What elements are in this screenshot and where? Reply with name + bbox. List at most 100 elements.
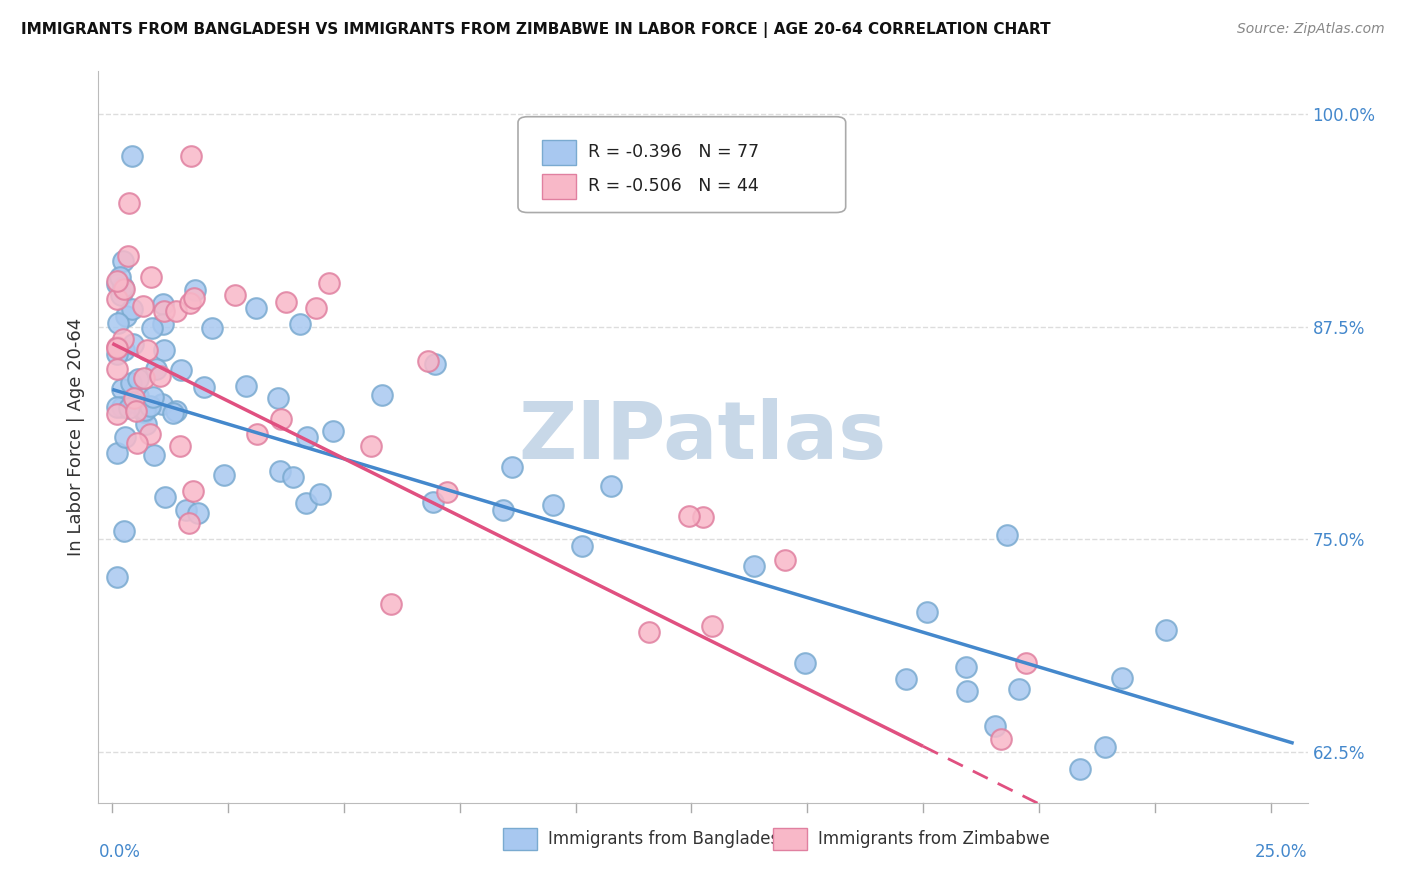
Point (108, 270, 131, 285)
Point (501, 459, 523, 474)
Point (180, 149, 202, 163)
Point (145, 362, 167, 376)
Text: 25.0%: 25.0% (1256, 843, 1308, 861)
Point (134, 403, 156, 417)
Point (295, 430, 318, 444)
Point (124, 391, 146, 405)
Point (141, 320, 163, 334)
Text: 0.0%: 0.0% (98, 843, 141, 861)
Bar (503, 829, 537, 850)
Point (111, 400, 134, 414)
Point (425, 357, 447, 371)
Point (266, 391, 288, 405)
Point (105, 277, 128, 291)
Point (269, 464, 291, 478)
Point (121, 395, 143, 409)
Point (112, 332, 135, 346)
Point (322, 424, 344, 438)
Point (111, 382, 134, 396)
Point (111, 280, 134, 294)
Point (132, 405, 155, 419)
Point (105, 407, 128, 421)
Point (153, 304, 176, 318)
Bar (543, 174, 576, 199)
Point (177, 516, 200, 530)
Point (132, 371, 155, 385)
Text: Immigrants from Zimbabwe: Immigrants from Zimbabwe (818, 830, 1050, 848)
Point (165, 304, 187, 318)
Point (380, 597, 402, 611)
Point (990, 731, 1012, 746)
Bar (543, 140, 576, 165)
Point (915, 605, 938, 619)
Point (700, 619, 723, 633)
Point (105, 340, 128, 354)
Point (153, 490, 176, 504)
Point (105, 362, 128, 376)
Point (283, 470, 305, 484)
Text: ZIPatlas: ZIPatlas (519, 398, 887, 476)
Point (153, 343, 176, 357)
Point (165, 404, 187, 418)
Bar (773, 829, 807, 850)
Point (149, 368, 172, 383)
Point (127, 389, 149, 403)
Point (637, 625, 659, 640)
FancyBboxPatch shape (517, 117, 845, 212)
Text: IMMIGRANTS FROM BANGLADESH VS IMMIGRANTS FROM ZIMBABWE IN LABOR FORCE | AGE 20-6: IMMIGRANTS FROM BANGLADESH VS IMMIGRANTS… (21, 22, 1050, 38)
Point (224, 288, 246, 302)
Y-axis label: In Labor Force | Age 20-64: In Labor Force | Age 20-64 (66, 318, 84, 557)
Point (118, 196, 141, 211)
Text: R = -0.506   N = 44: R = -0.506 N = 44 (588, 177, 759, 194)
Point (139, 269, 162, 284)
Point (571, 539, 593, 553)
Point (305, 301, 328, 315)
Point (360, 439, 382, 453)
Point (107, 316, 129, 330)
Point (245, 301, 267, 316)
Point (127, 371, 149, 385)
Point (105, 347, 128, 361)
Point (288, 317, 311, 331)
Point (541, 498, 564, 512)
Point (121, 301, 143, 316)
Point (235, 379, 257, 393)
Point (162, 406, 184, 420)
Point (112, 254, 135, 268)
Point (139, 399, 162, 413)
Point (112, 524, 135, 538)
Point (1094, 740, 1116, 755)
Point (678, 509, 700, 524)
Point (600, 479, 623, 493)
Point (246, 427, 269, 442)
Point (956, 684, 979, 698)
Point (1015, 657, 1038, 671)
Point (309, 487, 332, 501)
Point (276, 295, 298, 310)
Point (201, 321, 224, 335)
Point (1008, 682, 1031, 697)
Point (112, 281, 135, 295)
Point (114, 429, 136, 443)
Point (995, 528, 1018, 542)
Point (142, 448, 165, 462)
Point (181, 484, 204, 499)
Point (184, 283, 207, 297)
Point (105, 400, 128, 414)
Point (896, 672, 918, 686)
Point (114, 309, 136, 323)
Point (183, 291, 205, 305)
Point (436, 484, 458, 499)
Point (117, 249, 139, 263)
Point (152, 317, 174, 331)
Point (120, 376, 142, 390)
Point (105, 570, 128, 584)
Point (187, 506, 209, 520)
Point (193, 379, 215, 393)
Point (132, 300, 155, 314)
Point (169, 440, 191, 454)
Point (1111, 671, 1133, 685)
Point (270, 412, 292, 426)
Point (418, 354, 440, 368)
Point (1069, 762, 1091, 776)
